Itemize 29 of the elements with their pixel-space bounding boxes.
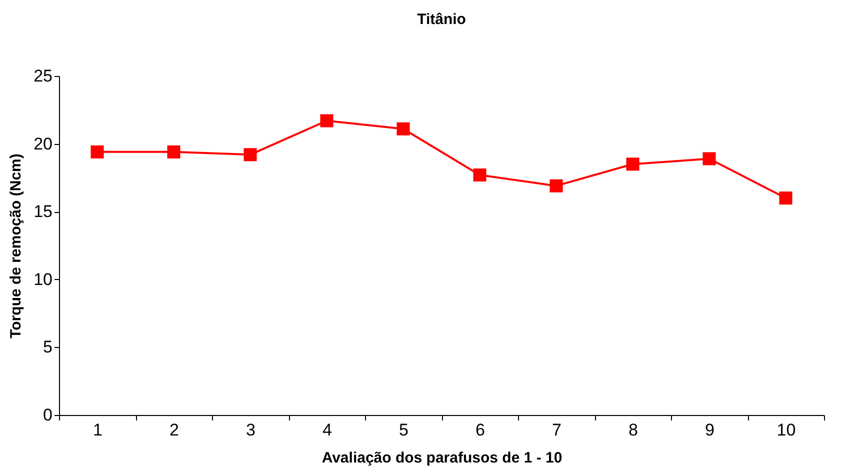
x-tick-label: 9 xyxy=(705,420,714,440)
x-tick-label: 1 xyxy=(93,420,102,440)
point xyxy=(626,158,640,171)
y-tick-label: 25 xyxy=(34,66,52,86)
point xyxy=(779,192,792,205)
x-tick-label: 2 xyxy=(170,420,179,440)
point xyxy=(90,145,104,158)
point xyxy=(167,145,180,158)
y-tick-label: 15 xyxy=(34,202,52,222)
point xyxy=(320,114,334,128)
y-axis-title: Torque de remoção (Ncm) xyxy=(8,154,25,338)
point xyxy=(244,148,257,162)
y-tick-label: 5 xyxy=(43,338,52,357)
point xyxy=(550,179,563,192)
point xyxy=(396,122,410,136)
y-tick-label: 0 xyxy=(43,406,52,424)
x-tick-label: 8 xyxy=(628,420,638,440)
y-tick-label: 10 xyxy=(34,270,52,289)
x-tick-label: 4 xyxy=(322,420,332,440)
y-tick-label: 20 xyxy=(34,134,52,154)
point xyxy=(702,152,716,166)
x-tick-label: 7 xyxy=(552,420,562,440)
point xyxy=(473,168,486,182)
x-tick-label: 5 xyxy=(399,420,408,440)
x-tick-label: 6 xyxy=(476,420,485,440)
x-tick-label: 3 xyxy=(246,420,256,440)
x-axis-title: Avaliação dos parafusos de 1 - 10 xyxy=(322,450,562,466)
chart-title: Titânio xyxy=(417,11,466,28)
x-tick-label: 10 xyxy=(776,420,796,440)
